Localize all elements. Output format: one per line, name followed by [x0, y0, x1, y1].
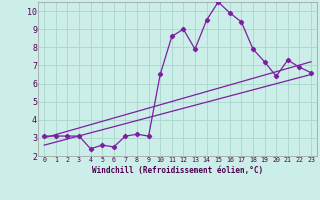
- X-axis label: Windchill (Refroidissement éolien,°C): Windchill (Refroidissement éolien,°C): [92, 166, 263, 175]
